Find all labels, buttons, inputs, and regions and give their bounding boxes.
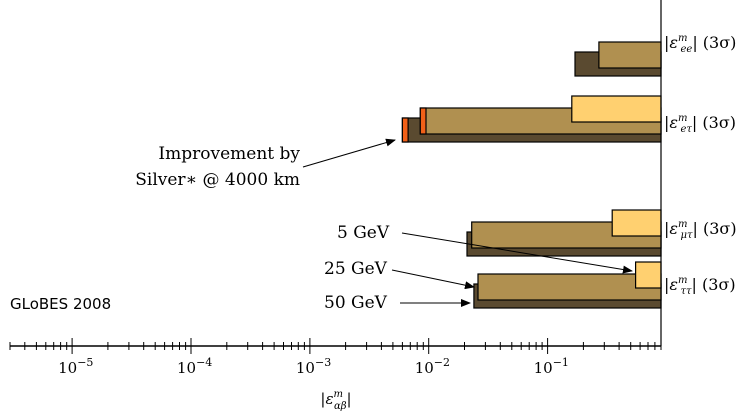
bar-ττ-5gev [634, 261, 662, 289]
bar-ee-25gev [598, 41, 662, 69]
label-50gev: 50 GeV [324, 293, 388, 313]
bar-μτ-5gev [611, 209, 662, 237]
x-tick-label: 10−4 [177, 356, 212, 377]
x-tick-label: 10−3 [296, 356, 331, 377]
row-label-μτ: |εm μτ| (3σ) [664, 219, 737, 241]
x-axis-label: |εm αβ| [320, 389, 351, 412]
arrow-5gev [401, 232, 633, 274]
bar-eτ-5gev [571, 95, 662, 123]
improvement-eτ-25gev [419, 107, 427, 135]
label-5gev: 5 GeV [337, 223, 390, 243]
bar-ττ-25gev [477, 273, 662, 301]
row-labels: |εm ee| (3σ) |εm eτ| (3σ) |εm μτ| (3σ) |εm ττ| … [664, 33, 737, 297]
x-tick-label: 10−1 [534, 356, 569, 377]
row-label-eτ: |εm eτ| (3σ) [664, 113, 736, 135]
plot-bars [401, 41, 662, 309]
improvement-label-line2: Silver∗ @ 4000 km [135, 170, 300, 190]
x-axis-ticks: 10−5 10−4 10−3 10−2 10−1 [9, 338, 662, 377]
label-25gev: 25 GeV [324, 259, 388, 279]
improvement-arrow [302, 138, 396, 168]
row-label-ττ: |εm ττ| (3σ) [664, 275, 736, 297]
x-tick-label: 10−5 [58, 356, 93, 377]
row-label-ee: |εm ee| (3σ) [664, 33, 736, 55]
improvement-label-line1: Improvement by [158, 144, 300, 164]
arrow-25gev [391, 269, 475, 290]
globes-credit: GLoBES 2008 [10, 295, 111, 313]
x-tick-label: 10−2 [415, 356, 450, 377]
improvement-eτ-50gev [401, 117, 409, 143]
